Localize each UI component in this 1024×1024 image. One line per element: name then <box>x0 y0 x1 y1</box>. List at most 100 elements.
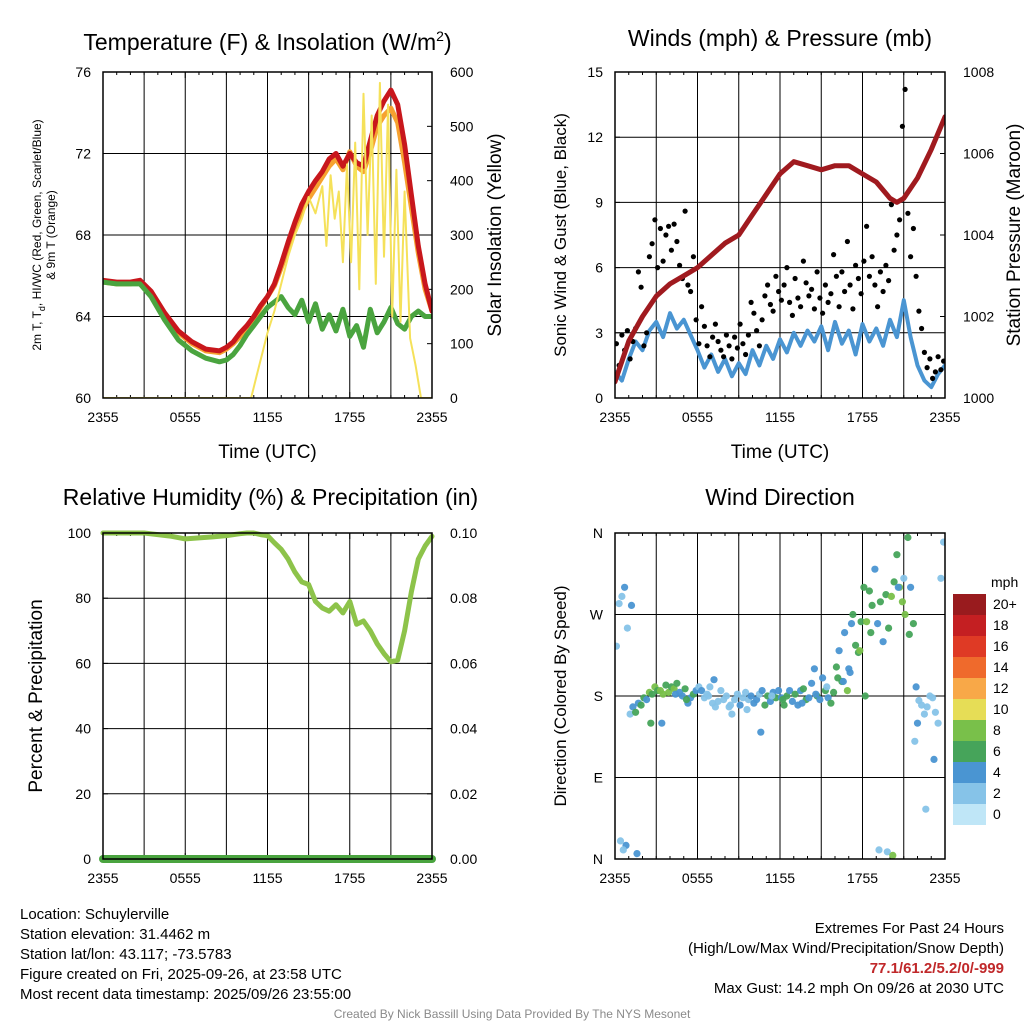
y-right-tick-label: 200 <box>450 281 474 297</box>
direction-point <box>798 699 806 707</box>
y-right-tick-label: 100 <box>450 336 474 352</box>
y-axis-label: Direction (Colored By Speed) <box>551 585 570 806</box>
extremes-values: 77.1/61.2/5.2/0/-999 <box>869 960 1004 977</box>
gust-point <box>891 247 897 253</box>
gust-point <box>806 293 812 299</box>
gust-point <box>899 123 906 129</box>
direction-point <box>618 592 626 601</box>
gust-point <box>861 258 867 264</box>
direction-point <box>824 694 832 702</box>
y-tick-label: N <box>593 851 603 867</box>
direction-point <box>711 703 720 711</box>
legend-swatch <box>953 594 986 615</box>
direction-point <box>779 696 787 704</box>
direction-point <box>775 687 783 695</box>
gust-point <box>825 299 831 305</box>
direction-point <box>671 690 680 698</box>
direction-point <box>847 620 856 628</box>
y-tick-label: E <box>594 770 603 786</box>
direction-point <box>874 620 882 628</box>
direction-point <box>698 687 706 695</box>
direction-point <box>856 647 864 655</box>
direction-point <box>758 687 766 695</box>
station-info: Location: Schuylerville Station elevatio… <box>20 905 351 1005</box>
gust-point <box>638 284 644 290</box>
direction-point <box>673 679 681 687</box>
gust-point <box>811 306 818 312</box>
gust-point <box>875 304 881 310</box>
direction-point <box>934 719 942 727</box>
gust-point <box>655 265 661 271</box>
y-tick-label: 64 <box>75 309 91 325</box>
legend-label: 20+ <box>993 596 1017 612</box>
y-tick-label: S <box>594 688 603 704</box>
direction-point <box>920 710 929 718</box>
gust-point <box>883 262 889 268</box>
gust-point <box>693 317 699 323</box>
direction-point <box>619 846 627 854</box>
direction-point <box>665 688 673 697</box>
direction-point <box>819 674 827 682</box>
series-line-2m-t <box>103 87 432 354</box>
direction-point <box>761 701 769 709</box>
direction-point <box>885 624 893 632</box>
gust-point <box>649 241 655 247</box>
legend-label: 2 <box>993 785 1001 801</box>
direction-point <box>810 665 819 673</box>
temp-series-group <box>103 81 432 398</box>
gust-point <box>820 310 826 316</box>
direction-point <box>907 583 915 591</box>
gust-point <box>776 288 782 295</box>
direction-point <box>900 574 908 582</box>
y-axis-label: 2m T, Td, HI/WC (Red, Green, Scarlet/Blu… <box>30 119 47 350</box>
gust-point <box>919 325 925 332</box>
direction-point <box>623 624 632 632</box>
y-right-tick-label: 500 <box>450 118 474 134</box>
station-elevation: Station elevation: 31.4462 m <box>20 926 211 943</box>
y-axis-label-line2: & 9m T (Orange) <box>44 190 58 280</box>
y-right-tick-label: 600 <box>450 64 474 80</box>
gust-point <box>723 332 730 338</box>
legend-swatch <box>953 636 986 657</box>
gust-point <box>688 288 694 295</box>
gust-point <box>787 299 793 305</box>
direction-point <box>615 642 620 650</box>
y-tick-label: 6 <box>595 260 603 276</box>
y-right-tick-label: 1002 <box>963 309 994 325</box>
direction-point <box>887 592 896 601</box>
gust-point <box>751 310 757 316</box>
x-tick-label: 1155 <box>765 409 795 425</box>
direction-point <box>868 601 876 610</box>
temp-panel: 2355 0555 1155 1755 2355 60 64 68 72 76 0 100 200 300… <box>30 28 506 463</box>
y-right-tick-label: 0.02 <box>450 786 477 802</box>
x-tick-label: 2355 <box>416 870 447 886</box>
extremes-subtitle: (High/Low/Max Wind/Precipitation/Snow De… <box>688 940 1004 957</box>
chart-title: Wind Direction <box>705 484 855 510</box>
gust-point <box>839 269 845 275</box>
y-tick-label: 9 <box>595 194 603 210</box>
ylabel-part: , HI/WC (Red, Green, Scarlet/Blue) <box>30 119 44 306</box>
gust-point <box>784 265 790 271</box>
direction-point <box>839 677 847 686</box>
series-line-dewpoint <box>103 279 432 365</box>
gust-point <box>905 210 911 216</box>
direction-point <box>893 551 901 559</box>
gust-point <box>886 278 892 284</box>
direction-point <box>768 692 776 700</box>
gust-point <box>671 221 677 227</box>
direction-point <box>742 688 750 697</box>
x-tick-label: 0555 <box>170 870 201 886</box>
x-tick-label: 1155 <box>765 870 795 886</box>
gust-point <box>833 273 840 279</box>
x-tick-label: 1755 <box>847 409 878 425</box>
y-tick-label: 20 <box>75 786 91 802</box>
y-right-tick-label: 0.04 <box>450 721 477 737</box>
direction-point <box>871 565 879 573</box>
direction-point <box>879 638 887 646</box>
gust-point <box>814 269 820 275</box>
direction-point <box>753 696 761 704</box>
gust-point <box>696 341 702 347</box>
direction-point <box>827 699 835 707</box>
gust-point <box>754 328 760 334</box>
direction-point <box>834 674 842 682</box>
